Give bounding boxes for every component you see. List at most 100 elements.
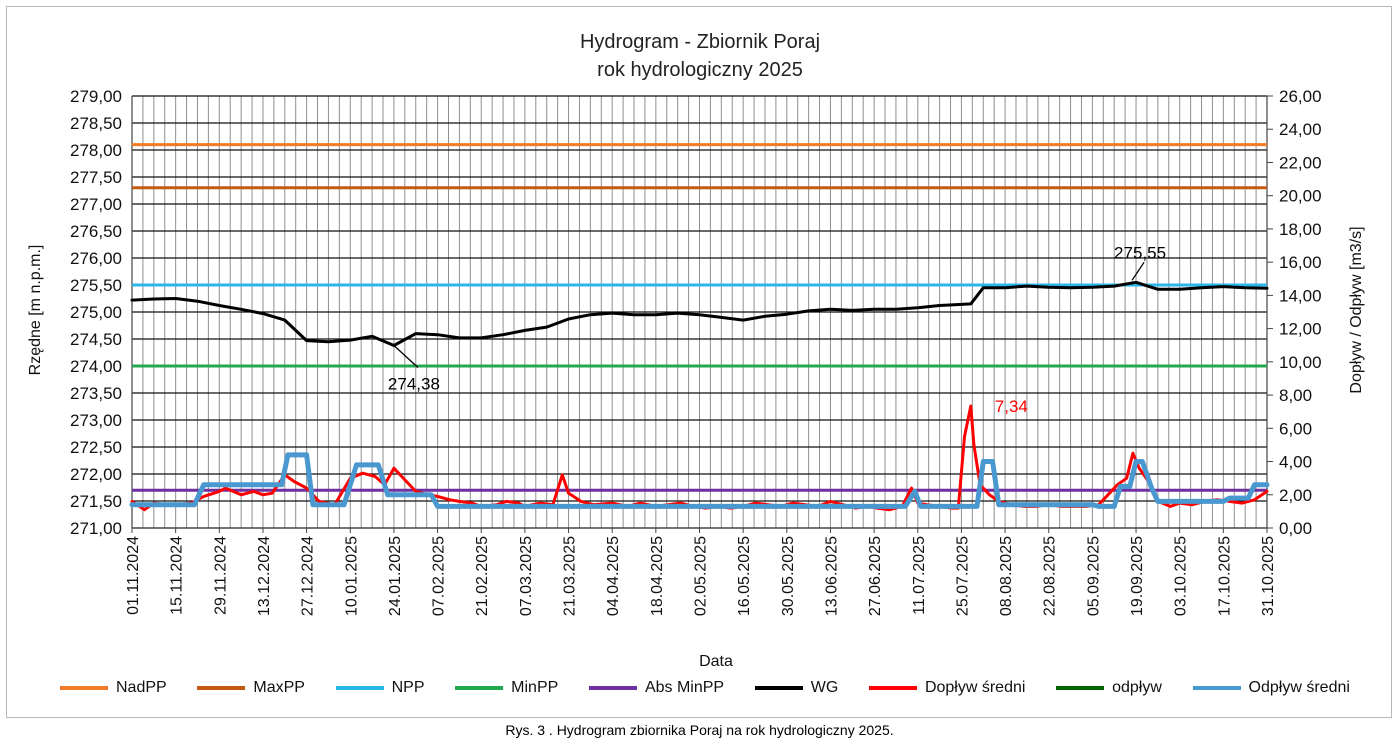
series-line-0 [130,280,1269,347]
y-left-tick-label: 278,00 [70,141,122,160]
x-tick-label: 13.12.2024 [256,536,273,616]
y-left-tick-label: 272,50 [70,438,122,457]
x-tick-label: 19.09.2025 [1129,536,1146,616]
legend-swatch [588,686,637,690]
legend-item: Abs MinPP [588,679,725,697]
y-right-tick-label: 16,00 [1279,253,1322,272]
x-tick-label: 24.01.2025 [387,536,404,616]
legend-item: WG [754,679,839,697]
y-left-tick-label: 276,50 [70,222,122,241]
legend-item: Dopływ średni [868,679,1026,697]
legend-label: Odpływ średni [1248,679,1350,696]
x-tick-label: 08.08.2025 [998,536,1015,616]
y-left-tick-label: 275,50 [70,276,122,295]
x-tick-label: 18.04.2025 [649,536,666,616]
y-right-tick-label: 26,00 [1279,87,1322,106]
x-axis-label: Data [699,653,733,670]
y-left-tick-label: 272,00 [70,465,122,484]
y-left-tick-label: 274,00 [70,357,122,376]
x-tick-label: 22.08.2025 [1042,536,1059,616]
chart-title: Hydrogram - Zbiornik Poraj [580,31,820,53]
annotation-min-level: 274,38 [388,374,440,393]
x-tick-label: 17.10.2025 [1216,536,1233,616]
y-left-tick-label: 275,00 [70,303,122,322]
legend-label: MinPP [511,679,559,696]
legend-swatch [754,686,803,690]
y-right-tick-label: 18,00 [1279,220,1322,239]
x-tick-label: 02.05.2025 [693,536,710,616]
x-tick-label: 05.09.2025 [1085,536,1102,616]
legend-item: MinPP [455,679,558,697]
legend-swatch [335,686,384,690]
legend-swatch [197,686,246,690]
y-right-tick-label: 2,00 [1279,486,1312,505]
legend-item: NPP [335,679,425,697]
x-tick-label: 31.10.2025 [1260,536,1277,616]
legend-label: Abs MinPP [644,679,725,696]
y-left-tick-label: 273,50 [70,384,122,403]
y-right-tick-label: 0,00 [1279,519,1312,538]
legend-label: WG [810,679,839,696]
y-right-tick-label: 10,00 [1279,353,1322,372]
x-tick-label: 25.07.2025 [954,536,971,616]
y-left-tick-label: 279,00 [70,87,122,106]
y-left-axis-label: Rzędne [m n.p.m.] [27,245,44,376]
y-left-tick-label: 277,50 [70,168,122,187]
annotation-max-level: 275,55 [1114,243,1166,262]
y-left-tick-label: 273,00 [70,411,122,430]
y-right-tick-label: 24,00 [1279,120,1322,139]
x-tick-label: 30.05.2025 [780,536,797,616]
legend: NadPP MaxPP NPP MinPP Abs MinPP WG Dopływ śred… [60,676,1350,700]
legend-item: MaxPP [197,679,305,697]
legend-swatch [868,686,917,690]
x-tick-label: 21.03.2025 [562,536,579,616]
y-right-tick-label: 14,00 [1279,286,1322,305]
x-tick-label: 11.07.2025 [911,536,928,615]
y-right-tick-label: 8,00 [1279,386,1312,405]
legend-swatch [60,686,108,690]
x-tick-label: 29.11.2024 [212,536,229,615]
y-right-tick-label: 22,00 [1279,153,1322,172]
legend-swatch [455,686,504,690]
x-tick-label: 01.11.2024 [125,536,142,615]
legend-label: Dopływ średni [924,679,1026,696]
annotation-peak-inflow: 7,34 [995,397,1028,416]
legend-item: Odpływ średni [1192,679,1350,697]
x-tick-label: 27.06.2025 [867,536,884,616]
x-tick-label: 04.04.2025 [605,536,622,616]
y-left-tick-label: 276,00 [70,249,122,268]
y-left-tick-label: 271,00 [70,519,122,538]
legend-item: odpływ [1056,679,1162,697]
legend-label: odpływ [1112,679,1162,696]
y-left-tick-label: 278,50 [70,114,122,133]
x-tick-label: 16.05.2025 [736,536,753,616]
legend-swatch [1056,686,1105,690]
legend-label: MaxPP [253,679,305,696]
y-left-tick-label: 271,50 [70,492,122,511]
x-tick-label: 03.10.2025 [1173,536,1190,616]
legend-label: NPP [391,679,425,696]
annotation-leader-min [393,345,419,368]
x-tick-label: 07.03.2025 [518,536,535,616]
legend-item: NadPP [60,679,167,697]
figure-caption: Rys. 3 . Hydrogram zbiornika Poraj na ro… [505,722,894,738]
legend-swatch [1192,686,1241,690]
plot-area: 271,00 271,50 272,00 272,50 273,00 273,50 274,… [70,87,1322,616]
x-tick-label: 10.01.2025 [343,536,360,616]
y-right-tick-label: 6,00 [1279,419,1312,438]
x-tick-label: 13.06.2025 [823,536,840,616]
x-tick-label: 15.11.2024 [169,536,186,615]
y-left-tick-label: 277,00 [70,195,122,214]
x-tick-label: 21.02.2025 [474,536,491,616]
y-right-tick-label: 20,00 [1279,187,1322,206]
legend-label: NadPP [116,679,167,696]
y-right-axis-label: Dopływ / Odpływ [m3/s] [1348,226,1365,393]
annotation-leader-max [1131,261,1145,281]
chart-frame [6,6,1392,718]
chart-subtitle: rok hydrologiczny 2025 [597,59,803,81]
y-right-tick-label: 4,00 [1279,453,1312,472]
series-line-3 [129,452,1270,509]
x-tick-label: 27.12.2024 [300,536,317,616]
x-tick-label: 07.02.2025 [431,536,448,616]
